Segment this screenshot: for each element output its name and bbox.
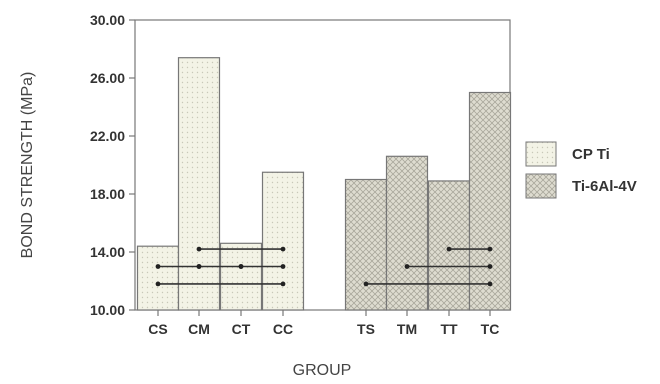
legend-label-cp-ti: CP Ti [572,146,610,163]
y-tick-label: 14.00 [90,244,125,260]
comparison-end-marker [363,281,369,287]
x-tick-label: TS [357,321,375,337]
legend-label-ti-6al-4v: Ti-6Al-4V [572,178,637,195]
bar-cm [177,57,221,311]
x-tick-label: TM [397,321,417,337]
y-axis-title: BOND STRENGTH (MPa) [19,72,36,259]
y-tick-label: 18.00 [90,186,125,202]
comparison-end-marker [280,264,286,269]
bar-tc [468,91,512,311]
x-tick-label: TC [481,321,500,337]
x-tick-label: CT [232,321,251,337]
comparison-end-marker [487,246,493,252]
y-tick-label: 22.00 [90,128,125,144]
comparison-end-marker [238,264,244,269]
legend-swatch-ti-6al-4v [525,173,557,199]
y-tick-label: 10.00 [90,302,125,318]
bar-tm [385,155,429,311]
y-tick-label: 30.00 [90,12,125,28]
comparison-end-marker [487,264,493,269]
legend: CP Ti Ti-6Al-4V [525,141,637,199]
x-tick-label: CC [273,321,293,337]
bar-cc [261,171,305,311]
comparison-end-marker [404,264,410,269]
comparison-end-marker [280,246,286,252]
bar-ts [344,178,388,311]
y-tick-label: 26.00 [90,70,125,86]
x-tick-label: TT [440,321,458,337]
comparison-end-marker [280,281,286,287]
comparison-end-marker [155,281,161,287]
x-tick-label: CS [148,321,167,337]
x-axis-title: GROUP [293,362,352,379]
bar-ct [219,242,263,311]
x-tick-label: CM [188,321,210,337]
comparison-end-marker [446,246,452,252]
legend-swatch-cp-ti [525,141,557,167]
comparison-end-marker [487,281,493,287]
comparison-end-marker [196,246,202,252]
comparison-end-marker [196,264,202,269]
comparison-end-marker [155,264,161,269]
bar-cs [136,245,180,311]
bar-tt [427,180,471,311]
